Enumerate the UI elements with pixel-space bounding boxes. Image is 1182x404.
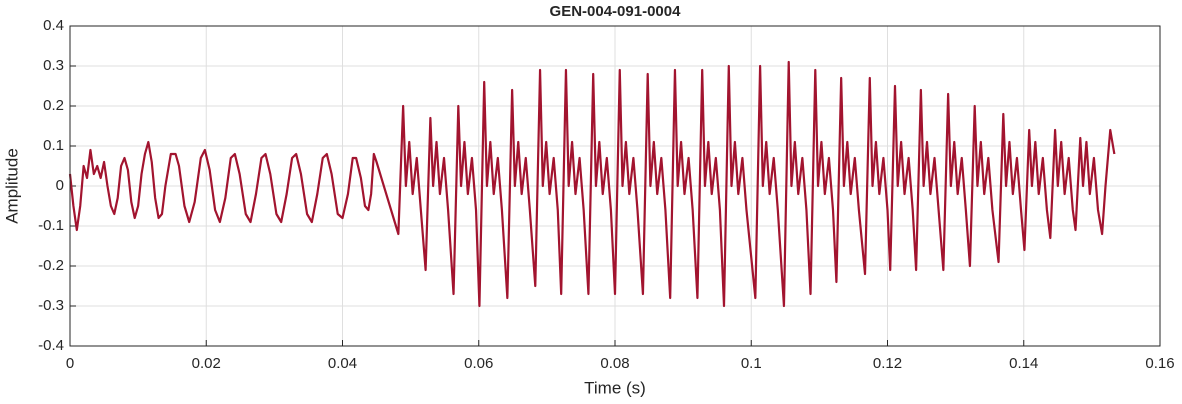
waveform-line <box>68 60 1116 308</box>
y-tick-label: -0.4 <box>38 337 64 354</box>
y-tick-label: -0.3 <box>38 297 64 314</box>
x-tick-label: 0.04 <box>328 355 357 372</box>
x-tick-label: 0.16 <box>1145 355 1174 372</box>
y-tick-label: 0 <box>56 177 64 194</box>
y-axis-label: Amplitude <box>2 148 21 224</box>
y-tick-label: 0.1 <box>43 137 64 154</box>
y-tick-label: -0.1 <box>38 217 64 234</box>
x-tick-label: 0.12 <box>873 355 902 372</box>
x-tick-label: 0 <box>66 355 74 372</box>
x-tick-label: 0.02 <box>192 355 221 372</box>
x-axis-label: Time (s) <box>584 378 646 397</box>
axes-box <box>69 25 1161 347</box>
chart-title: GEN-004-091-0004 <box>550 3 682 20</box>
x-tick-label: 0.06 <box>464 355 493 372</box>
y-tick-label: 0.4 <box>43 17 64 34</box>
x-tick-label: 0.14 <box>1009 355 1038 372</box>
x-tick-label: 0.08 <box>600 355 629 372</box>
x-tick-label: 0.1 <box>741 355 762 372</box>
y-tick-label: 0.2 <box>43 97 64 114</box>
y-tick-label: 0.3 <box>43 57 64 74</box>
y-tick-label: -0.2 <box>38 257 64 274</box>
